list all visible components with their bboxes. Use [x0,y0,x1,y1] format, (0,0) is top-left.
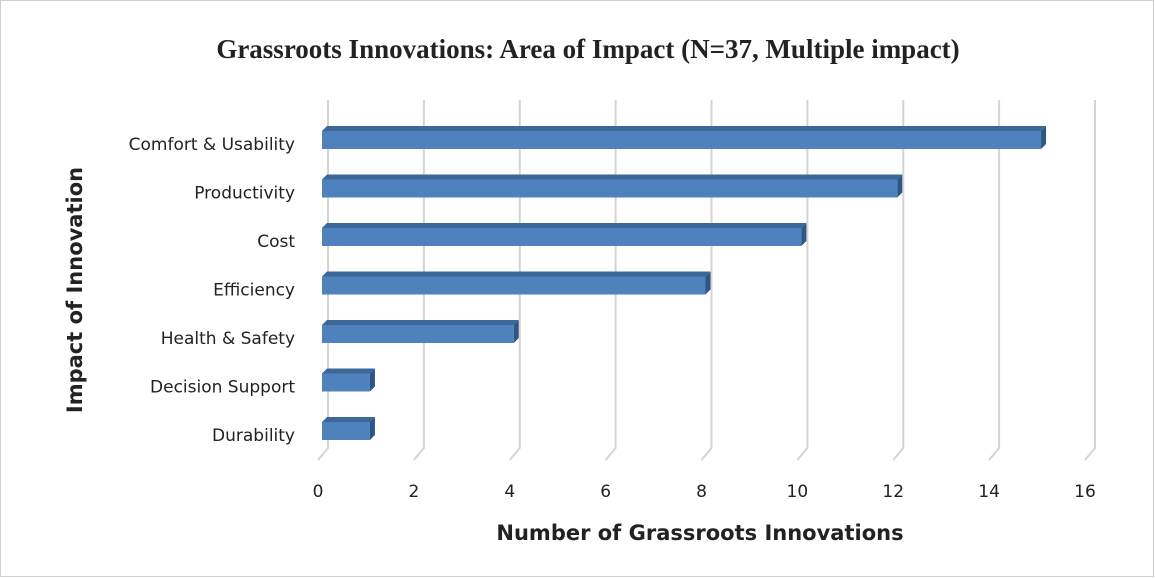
grid-line [508,100,521,461]
x-tick-label: 12 [882,482,904,502]
y-tick-label: Comfort & Usability [129,135,295,155]
x-axis-title: Number of Grassroots Innovations [496,521,903,545]
grid-line [604,100,617,461]
x-tick-label: 2 [408,482,419,502]
bar-side [801,223,807,246]
grid-line [413,100,425,461]
grid-line [317,100,329,461]
grid-line [796,100,809,461]
bar [322,179,898,198]
grid-line [1084,100,1096,461]
x-tick-label: 16 [1074,482,1096,502]
bar-top [322,174,903,180]
x-tick-label: 0 [313,482,324,502]
bar-top [322,417,375,422]
bar-side [1041,126,1047,149]
bar-top [322,126,1047,131]
y-tick-label: Cost [257,232,295,252]
grid-line [988,100,1001,461]
x-tick-label: 10 [787,482,809,502]
y-tick-label: Productivity [194,184,295,204]
bar [322,228,802,246]
bar-top [322,368,375,374]
grid-line [892,100,905,461]
bar-side [705,271,711,295]
bar-side [369,417,375,440]
x-tick-label: 14 [978,482,1000,502]
y-tick-label: Durability [212,426,295,446]
y-tick-label: Efficiency [213,281,295,301]
x-tick-label: 8 [696,482,707,502]
grid-line [700,100,713,461]
bar [322,325,514,343]
bar-top [322,223,807,228]
y-axis-title: Impact of Innovation [63,167,87,413]
x-tick-label: 6 [600,482,611,502]
bar-side [513,320,519,343]
x-tick-label: 4 [504,482,515,502]
bar [322,276,706,295]
bar [322,131,1042,149]
bar-top [322,320,519,325]
bar [322,373,370,392]
bar-side [369,368,375,392]
chart-title: Grassroots Innovations: Area of Impact (… [216,34,959,64]
y-tick-label: Health & Safety [161,329,295,349]
y-tick-label: Decision Support [150,378,295,398]
bar-top [322,271,711,277]
bar-side [897,174,903,198]
bar [322,422,370,440]
